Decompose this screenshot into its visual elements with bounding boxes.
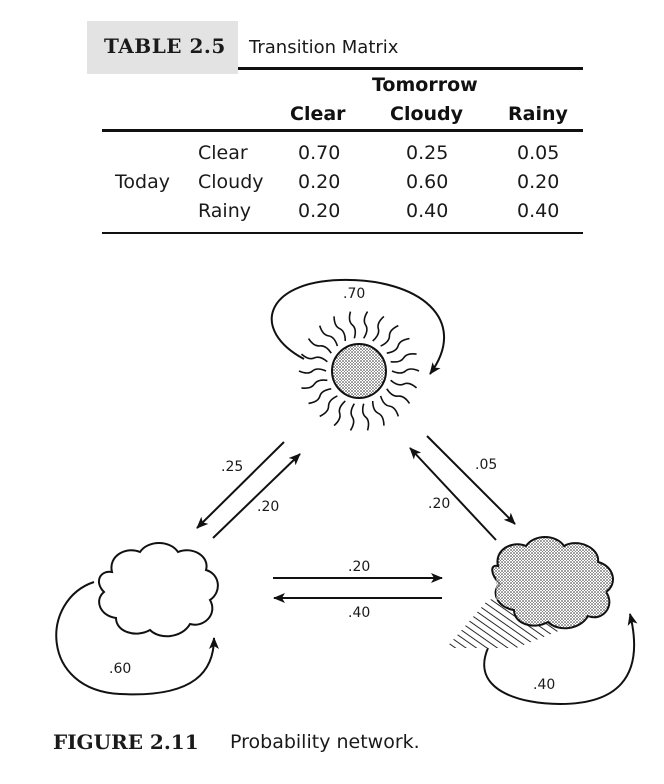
table-cell: 0.40 [517,200,560,222]
sun-ray [348,311,357,339]
arrow-cloudy-to-cloudy [55,581,219,696]
row-state-cloudy: Cloudy [198,171,264,193]
sun-ray [300,353,328,363]
edge-label: .40 [348,605,370,621]
sun-ray [333,316,347,341]
sun-ray [349,403,355,431]
col-header-rainy: Rainy [508,103,568,125]
edge-label: .60 [109,661,131,677]
group-header-tomorrow: Tomorrow [372,74,478,96]
arrow-rainy-to-clear [409,447,497,541]
arrow-clear-to-rainy [426,435,516,525]
arrow-cloudy-to-clear [212,453,301,539]
table-header-rule [102,129,583,132]
col-header-clear: Clear [290,103,346,125]
table-cell: 0.40 [406,200,449,222]
table-cell: 0.25 [406,142,449,164]
arrow-clear-to-cloudy [196,441,285,529]
edge-label: .05 [475,457,497,473]
sun-ray [391,368,420,374]
edge-label: .70 [343,286,365,302]
table-caption-background [87,21,238,74]
table-label: TABLE 2.5 [104,34,226,58]
row-state-clear: Clear [198,142,248,164]
sun-ray [372,315,385,342]
edge-label: .25 [221,459,243,475]
sun-ray [379,395,400,417]
sun-ray [307,338,332,354]
sun-icon [298,311,420,431]
sun-ray [390,379,418,389]
table-bottom-rule [102,232,583,234]
sun-ray [298,368,327,374]
sun-ray [371,401,385,426]
sun-ray [386,337,410,354]
table-top-rule [238,67,583,70]
edge-label: .40 [533,677,555,693]
table-cell: 0.05 [517,142,560,164]
sun-ray [386,388,411,404]
sun-ray [363,311,369,339]
row-group-today: Today [115,171,170,193]
sun-ray [318,325,339,347]
table-title: Transition Matrix [249,37,399,58]
table-cell: 0.70 [298,142,341,164]
cloud-icon [97,542,219,638]
sun-ray [333,400,346,427]
table-cell: 0.60 [406,171,449,193]
table-cell: 0.20 [298,200,341,222]
row-state-rainy: Rainy [198,200,251,222]
arrow-clear-to-clear [270,278,445,375]
col-header-cloudy: Cloudy [390,103,464,125]
sun-ray [390,353,417,363]
table-cell: 0.20 [298,171,341,193]
sun-ray [361,403,370,431]
figure-title: Probability network. [230,731,420,753]
figure-label: FIGURE 2.11 [53,730,199,754]
arrow-rainy-to-rainy [483,613,638,706]
edge-label: .20 [428,496,450,512]
edge-label: .20 [257,499,279,515]
rain-cloud-icon [446,536,614,648]
edge-label: .20 [348,559,370,575]
sun-ray [319,395,338,418]
sun-ray [308,388,332,405]
sun-ray [301,379,328,389]
sun-ray [380,324,399,347]
table-cell: 0.20 [517,171,560,193]
